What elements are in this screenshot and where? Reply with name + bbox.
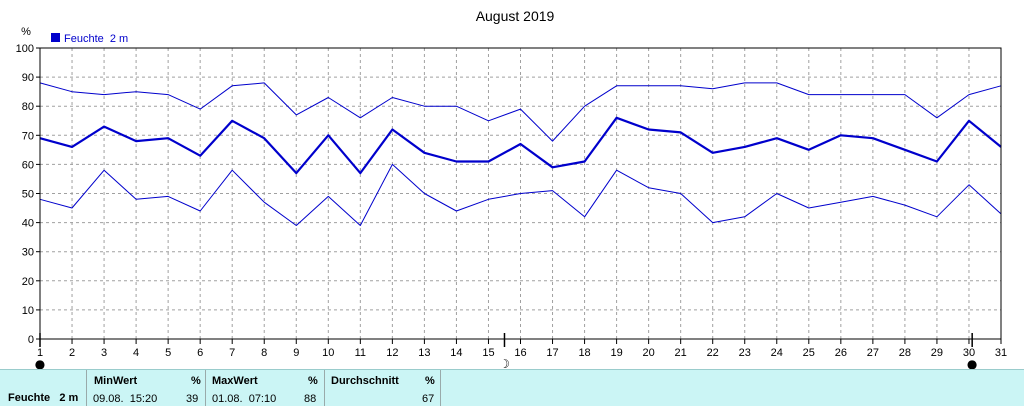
- x-tick-label: 18: [578, 347, 590, 359]
- y-tick-label: 70: [22, 130, 34, 142]
- stats-max-cell: MaxWert % 01.08. 07:10 88: [206, 370, 325, 406]
- y-tick-label: 40: [22, 218, 34, 230]
- y-tick-label: 80: [22, 101, 34, 113]
- y-tick-label: 30: [22, 247, 34, 259]
- stats-max-label: MaxWert: [212, 375, 258, 387]
- x-tick-label: 29: [931, 347, 943, 359]
- series-line-min: [39, 163, 1002, 226]
- stats-max-time: 01.08. 07:10: [212, 393, 277, 405]
- x-tick-label: 2: [69, 347, 75, 359]
- y-tick-label: 60: [22, 159, 34, 171]
- x-tick-label: 9: [293, 347, 299, 359]
- stats-avg-label: Durchschnitt: [331, 375, 399, 387]
- x-tick-label: 25: [803, 347, 815, 359]
- moon-phase-icon: ●: [967, 357, 977, 369]
- y-tick-label: 50: [22, 189, 34, 201]
- y-axis-unit: %: [21, 26, 31, 38]
- y-tick-label: 20: [22, 276, 34, 288]
- x-tick-label: 14: [450, 347, 462, 359]
- x-tick-label: 8: [261, 347, 267, 359]
- x-tick-label: 26: [835, 347, 847, 359]
- x-tick-label: 10: [322, 347, 334, 359]
- x-tick-label: 20: [643, 347, 655, 359]
- stats-min-label: MinWert: [94, 375, 138, 387]
- series-line-mittel: [39, 116, 1002, 175]
- series-lines: [39, 82, 1002, 226]
- x-tick-label: 6: [197, 347, 203, 359]
- x-tick-label: 16: [514, 347, 526, 359]
- x-tick-label: 19: [610, 347, 622, 359]
- series-line-max: [39, 82, 1002, 142]
- x-tick-label: 15: [482, 347, 494, 359]
- x-tick-label: 11: [355, 347, 366, 359]
- stats-min-value: 39: [186, 393, 199, 405]
- x-tick-label: 21: [675, 347, 687, 359]
- y-tick-label: 100: [16, 43, 34, 55]
- chart-title: August 2019: [476, 8, 555, 24]
- stats-series-cell: Feuchte 2 m: [0, 370, 87, 406]
- plot-frame: [39, 47, 1002, 340]
- x-tick-label: 24: [771, 347, 783, 359]
- x-tick-label: 28: [899, 347, 911, 359]
- y-axis-ticks: 0 10 20 30 40 50 60 70 80 90 100: [16, 43, 40, 346]
- x-tick-label: 17: [546, 347, 558, 359]
- y-tick-label: 90: [22, 72, 34, 84]
- moon-phase-icon: ●: [35, 357, 45, 369]
- x-tick-label: 1: [37, 347, 43, 359]
- y-tick-label: 0: [28, 334, 34, 346]
- x-tick-label: 12: [386, 347, 398, 359]
- x-tick-label: 7: [229, 347, 235, 359]
- x-tick-label: 13: [418, 347, 430, 359]
- stats-avg-cell: Durchschnitt % 67: [325, 370, 441, 406]
- stats-series-label: Feuchte 2 m: [8, 392, 79, 404]
- y-tick-label: 10: [22, 305, 34, 317]
- x-tick-label: 3: [101, 347, 107, 359]
- stats-avg-value: 67: [422, 393, 435, 405]
- x-tick-label: 22: [707, 347, 719, 359]
- humidity-chart: August 2019 % Feuchte 2 m 0 10 20 30 40 50 60 7…: [16, 8, 1007, 369]
- stats-bar: Feuchte 2 m MinWert % 09.08. 15:20 39 Ma…: [0, 369, 1024, 406]
- x-tick-label: 4: [133, 347, 139, 359]
- stats-avg-unit: %: [425, 375, 435, 387]
- x-tick-label: 23: [739, 347, 751, 359]
- x-tick-label: 30: [963, 347, 975, 359]
- stats-max-unit: %: [308, 375, 318, 387]
- legend-swatch: [51, 33, 60, 42]
- stats-min-time: 09.08. 15:20: [93, 393, 158, 405]
- legend-label: Feuchte 2 m: [64, 33, 128, 45]
- stats-max-value: 88: [304, 393, 317, 405]
- x-tick-label: 5: [165, 347, 171, 359]
- stats-min-cell: MinWert % 09.08. 15:20 39: [87, 370, 206, 406]
- x-tick-label: 27: [867, 347, 879, 359]
- x-axis-ticks: 1 2 3 4 5 6 7 8 9 10 11 12 13 14 15 16 17 18 19 20 21 22 23 24 2…: [37, 339, 1007, 359]
- x-tick-label: 31: [995, 347, 1007, 359]
- stats-min-unit: %: [191, 375, 201, 387]
- moon-phase-icon: ☽: [499, 357, 510, 369]
